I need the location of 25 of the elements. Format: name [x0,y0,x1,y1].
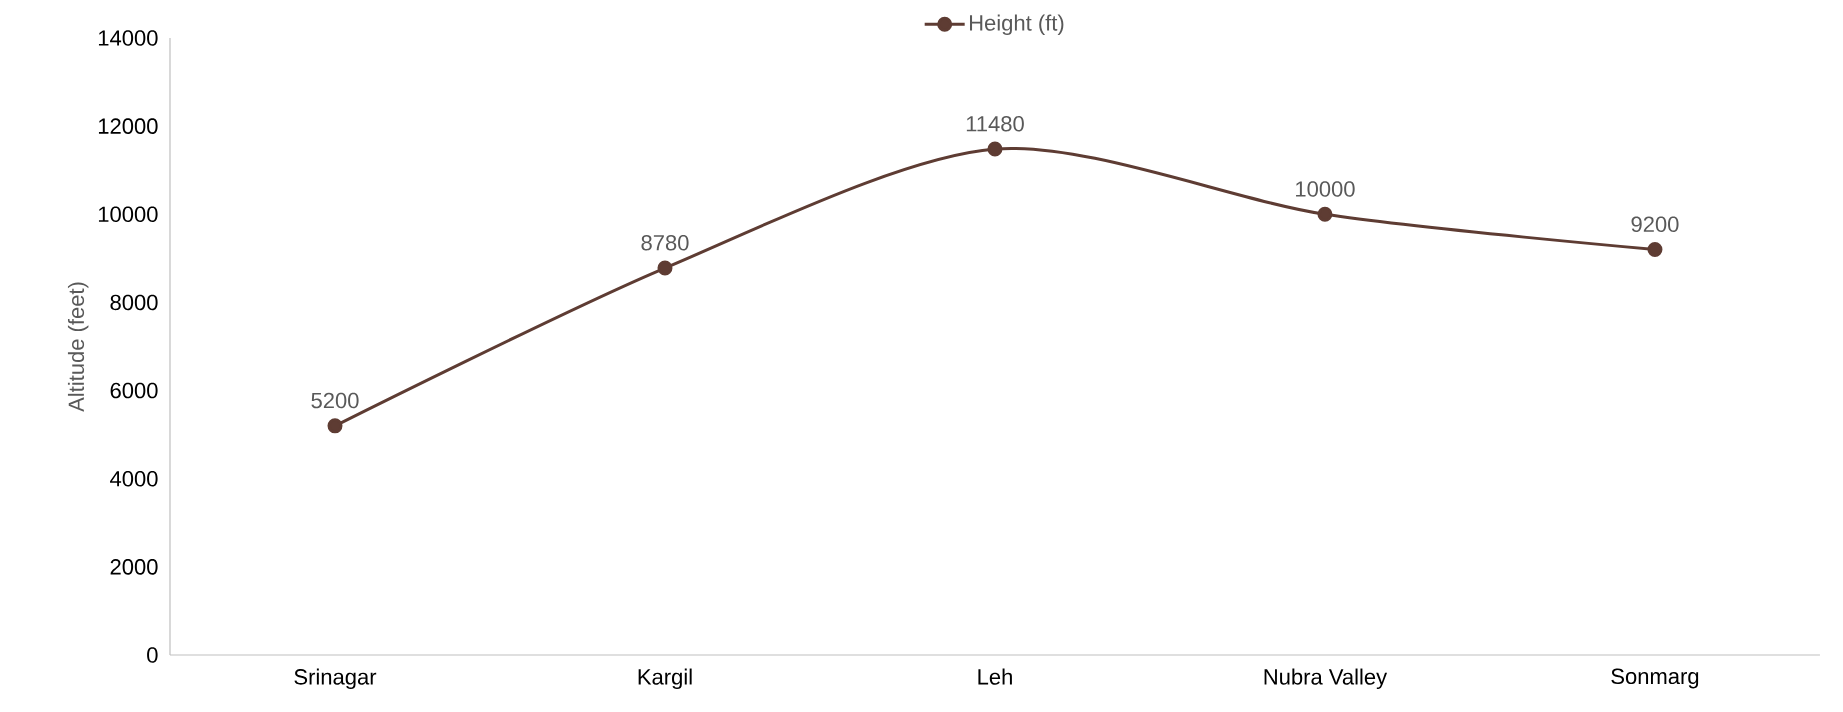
y-tick-label: 14000 [98,30,158,46]
x-tick-label: Sonmarg [1611,668,1699,689]
data-label: 11480 [966,115,1024,132]
y-tick-label: 2000 [110,559,158,575]
y-tick-label: 6000 [110,382,158,399]
x-tick-label: Leh [978,668,1012,685]
point [987,141,1003,157]
y-axis-title: Altitude (feet) [67,282,89,412]
point [327,418,343,434]
y-tick-label: 8000 [110,294,158,311]
data-label: 9200 [1631,216,1679,233]
x-tick-label: Srinagar [294,668,377,690]
y-tick-label: 0 [147,647,158,663]
point [1647,242,1663,258]
data-label: 10000 [1296,181,1355,197]
point [657,260,673,276]
legend-label: Height (ft) [969,14,1064,36]
y-tick-label: 10000 [98,206,158,223]
data-label: 5200 [311,392,359,409]
x-tick-label: Nubra Valley [1264,668,1388,690]
y-tick-label: 4000 [110,470,158,487]
x-tick-label: Kargil [638,668,692,690]
data-label: 8780 [641,234,689,251]
point [1317,206,1333,222]
y-tick-label: 12000 [98,118,158,134]
